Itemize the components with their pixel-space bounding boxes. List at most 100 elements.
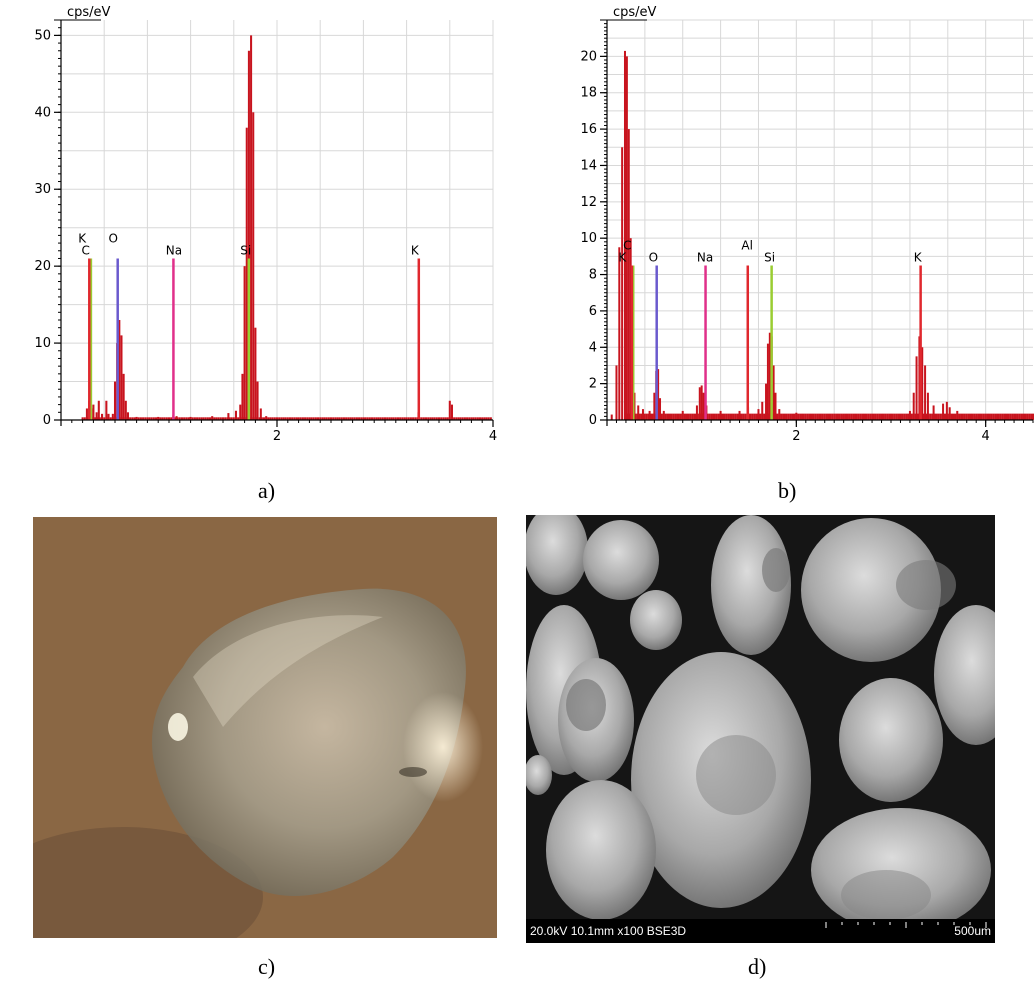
spectrum-continuum-bar <box>990 413 993 420</box>
spectrum-continuum-bar <box>381 417 384 420</box>
spectrum-continuum-bar <box>810 413 813 420</box>
chart-axes: 0 2 4 6 8 10 12 14 16 18 20 2 4 cps/eV <box>580 5 1034 444</box>
spectrum-continuum-bar <box>884 413 887 420</box>
spectrum-continuum-bar <box>431 417 434 420</box>
spectrum-continuum-bar <box>818 413 821 420</box>
spectrum-continuum-bar <box>882 413 885 420</box>
spectrum-continuum-bar <box>340 417 343 420</box>
spectrum-continuum-bar <box>914 413 917 420</box>
y-tick-label: 40 <box>34 105 51 120</box>
spectrum-continuum-bar <box>751 413 754 420</box>
spectrum-continuum-bar <box>297 417 300 420</box>
spectrum-continuum-bar <box>299 417 302 420</box>
spectrum-continuum-bar <box>468 417 471 420</box>
spectrum-continuum-bar <box>444 417 447 420</box>
spectrum-continuum-bar <box>286 417 289 420</box>
spectrum-bar <box>92 404 95 420</box>
spectrum-continuum-bar <box>347 417 350 420</box>
caption-d: d) <box>748 954 767 979</box>
spectrum-bar <box>700 385 703 420</box>
spectrum-continuum-bar <box>228 417 231 420</box>
spectrum-continuum-bar <box>698 413 701 420</box>
spectrum-continuum-bar <box>353 417 356 420</box>
spectrum-continuum-bar <box>420 417 423 420</box>
spectrum-continuum-bar <box>263 417 266 420</box>
spectrum-continuum-bar <box>670 413 673 420</box>
spectrum-continuum-bar <box>481 417 484 420</box>
spectrum-continuum-bar <box>150 417 153 420</box>
spectrum-continuum-bar <box>897 413 900 420</box>
spectrum-continuum-bar <box>455 417 458 420</box>
spectrum-continuum-bar <box>740 413 743 420</box>
spectrum-continuum-bar <box>867 413 870 420</box>
spectrum-continuum-bar <box>265 417 268 420</box>
spectrum-continuum-bar <box>409 417 412 420</box>
spectrum-continuum-bar <box>984 413 987 420</box>
x-tick-label: 2 <box>273 429 281 444</box>
spectrum-bar <box>250 35 253 421</box>
spectrum-continuum-bar <box>336 417 339 420</box>
spectrum-continuum-bar <box>269 417 272 420</box>
spectrum-continuum-bar <box>284 417 287 420</box>
spectrum-continuum-bar <box>660 413 663 420</box>
spectrum-continuum-bar <box>712 413 715 420</box>
spectrum-bar <box>101 413 104 420</box>
spectrum-continuum-bar <box>749 413 752 420</box>
spectrum-bar <box>256 381 259 420</box>
y-tick-label: 50 <box>34 28 51 43</box>
spectrum-continuum-bar <box>776 413 779 420</box>
chart-grid <box>60 20 494 421</box>
spectrum-continuum-bar <box>924 413 927 420</box>
spectrum-continuum-bar <box>801 413 804 420</box>
spectrum-continuum-bar <box>916 413 919 420</box>
spectrum-continuum-bar <box>209 417 212 420</box>
spectrum-continuum-bar <box>129 417 132 420</box>
spectrum-bar <box>450 404 453 420</box>
spectrum-continuum-bar <box>131 417 134 420</box>
spectrum-continuum-bar <box>829 413 832 420</box>
spectrum-continuum-bar <box>142 417 145 420</box>
spectrum-bar <box>625 56 628 420</box>
spectrum-continuum-bar <box>241 417 244 420</box>
spectrum-continuum-bar <box>1014 413 1017 420</box>
element-label-na: Na <box>697 250 713 264</box>
spectrum-continuum-bar <box>364 417 367 420</box>
spectrum-bar <box>659 398 662 420</box>
spectrum-continuum-bar <box>183 417 186 420</box>
spectrum-continuum-bar <box>388 417 391 420</box>
spectrum-continuum-bar <box>180 417 183 420</box>
spectrum-bar <box>921 347 924 420</box>
spectrum-continuum-bar <box>399 417 402 420</box>
spectrum-continuum-bar <box>861 413 864 420</box>
spectrum-continuum-bar <box>723 413 726 420</box>
spectrum-continuum-bar <box>943 413 946 420</box>
spectrum-continuum-bar <box>785 413 788 420</box>
spectrum-continuum-bar <box>910 413 913 420</box>
spectrum-continuum-bar <box>1003 413 1006 420</box>
spectrum-continuum-bar <box>791 413 794 420</box>
spectrum-continuum-bar <box>659 413 662 420</box>
spectrum-continuum-bar <box>185 417 188 420</box>
sem-info-bar <box>526 919 995 943</box>
spectrum-continuum-bar <box>802 413 805 420</box>
spectrum-continuum-bar <box>1013 413 1016 420</box>
spectrum-continuum-bar <box>1009 413 1012 420</box>
spectrum-continuum-bar <box>734 413 737 420</box>
spectrum-continuum-bar <box>901 413 904 420</box>
caption-a: a) <box>258 478 276 503</box>
spectrum-continuum-bar <box>975 413 978 420</box>
spectrum-continuum-bar <box>422 417 425 420</box>
spectrum-continuum-bar <box>213 417 216 420</box>
spectrum-continuum-bar <box>146 417 149 420</box>
spectrum-continuum-bar <box>187 417 190 420</box>
spectrum-continuum-bar <box>135 417 138 420</box>
spectrum-continuum-bar <box>202 417 205 420</box>
spectrum-continuum-bar <box>167 417 171 420</box>
spectrum-continuum-bar <box>833 413 836 420</box>
spectrum-continuum-bar <box>738 413 741 420</box>
spectrum-continuum-bar <box>937 413 940 420</box>
spectrum-continuum-bar <box>693 413 696 420</box>
spectrum-continuum-bar <box>245 417 248 420</box>
spectrum-continuum-bar <box>662 413 665 420</box>
spectrum-continuum-bar <box>744 413 747 420</box>
